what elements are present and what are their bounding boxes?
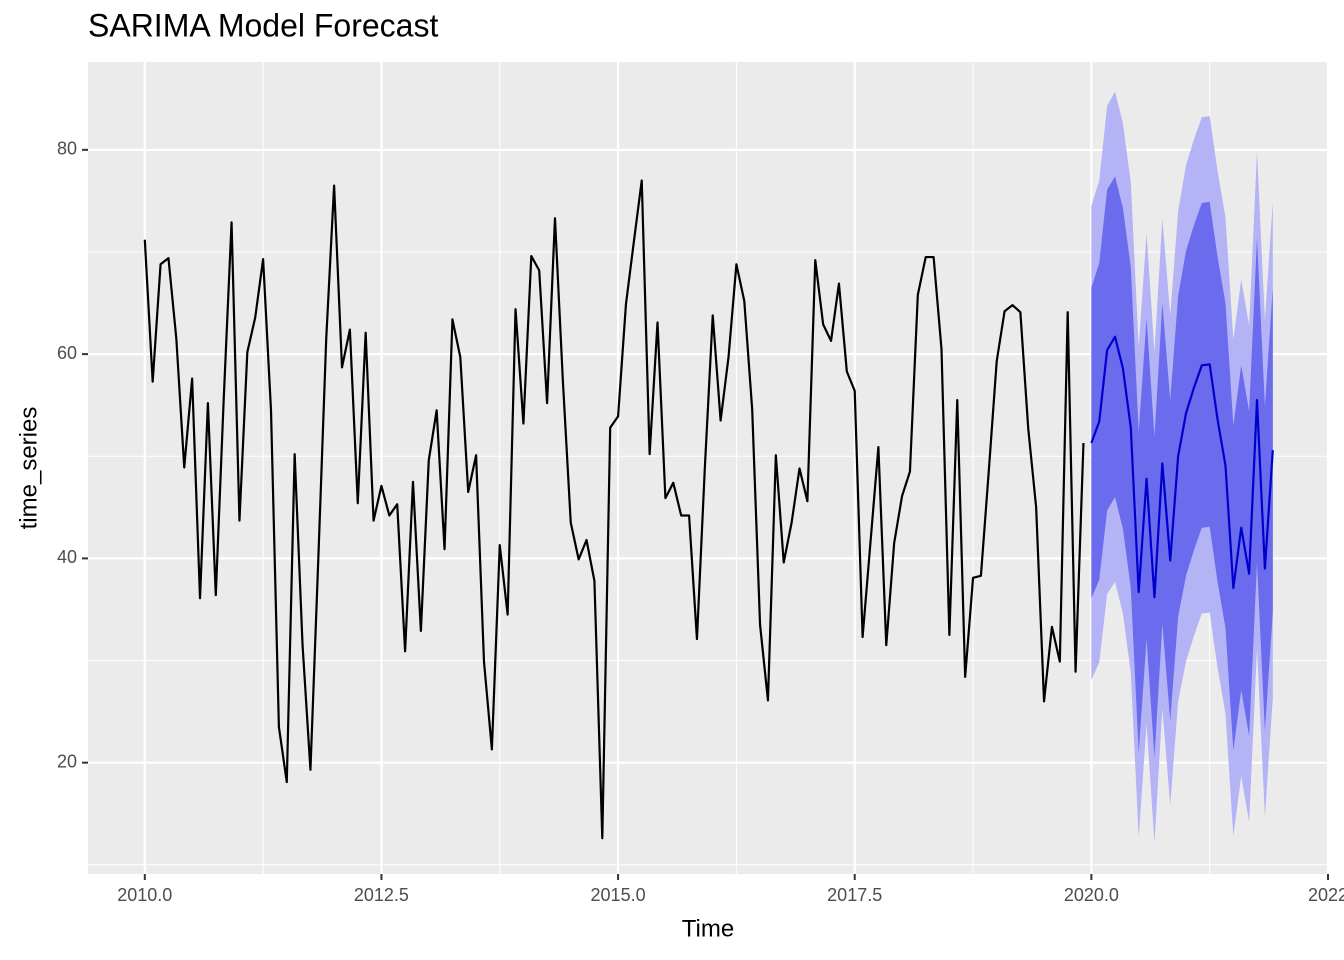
x-tick-label: 2022 [1308,885,1344,905]
y-axis-title: time_series [15,407,42,530]
x-tick-label: 2010.0 [117,885,172,905]
y-tick-label: 60 [57,343,77,363]
forecast-band [1091,176,1273,758]
forecast-line [1090,335,1274,599]
x-axis-title: Time [682,915,734,942]
x-tick-label: 2012.5 [354,885,409,905]
y-tick-label: 80 [57,139,77,159]
history-line [143,179,1085,840]
x-tick-label: 2020.0 [1064,885,1119,905]
y-tick-label: 20 [57,751,77,771]
x-tick-label: 2017.5 [827,885,882,905]
x-tick-label: 2015.0 [591,885,646,905]
y-tick-label: 40 [57,547,77,567]
chart-title: SARIMA Model Forecast [88,7,438,43]
